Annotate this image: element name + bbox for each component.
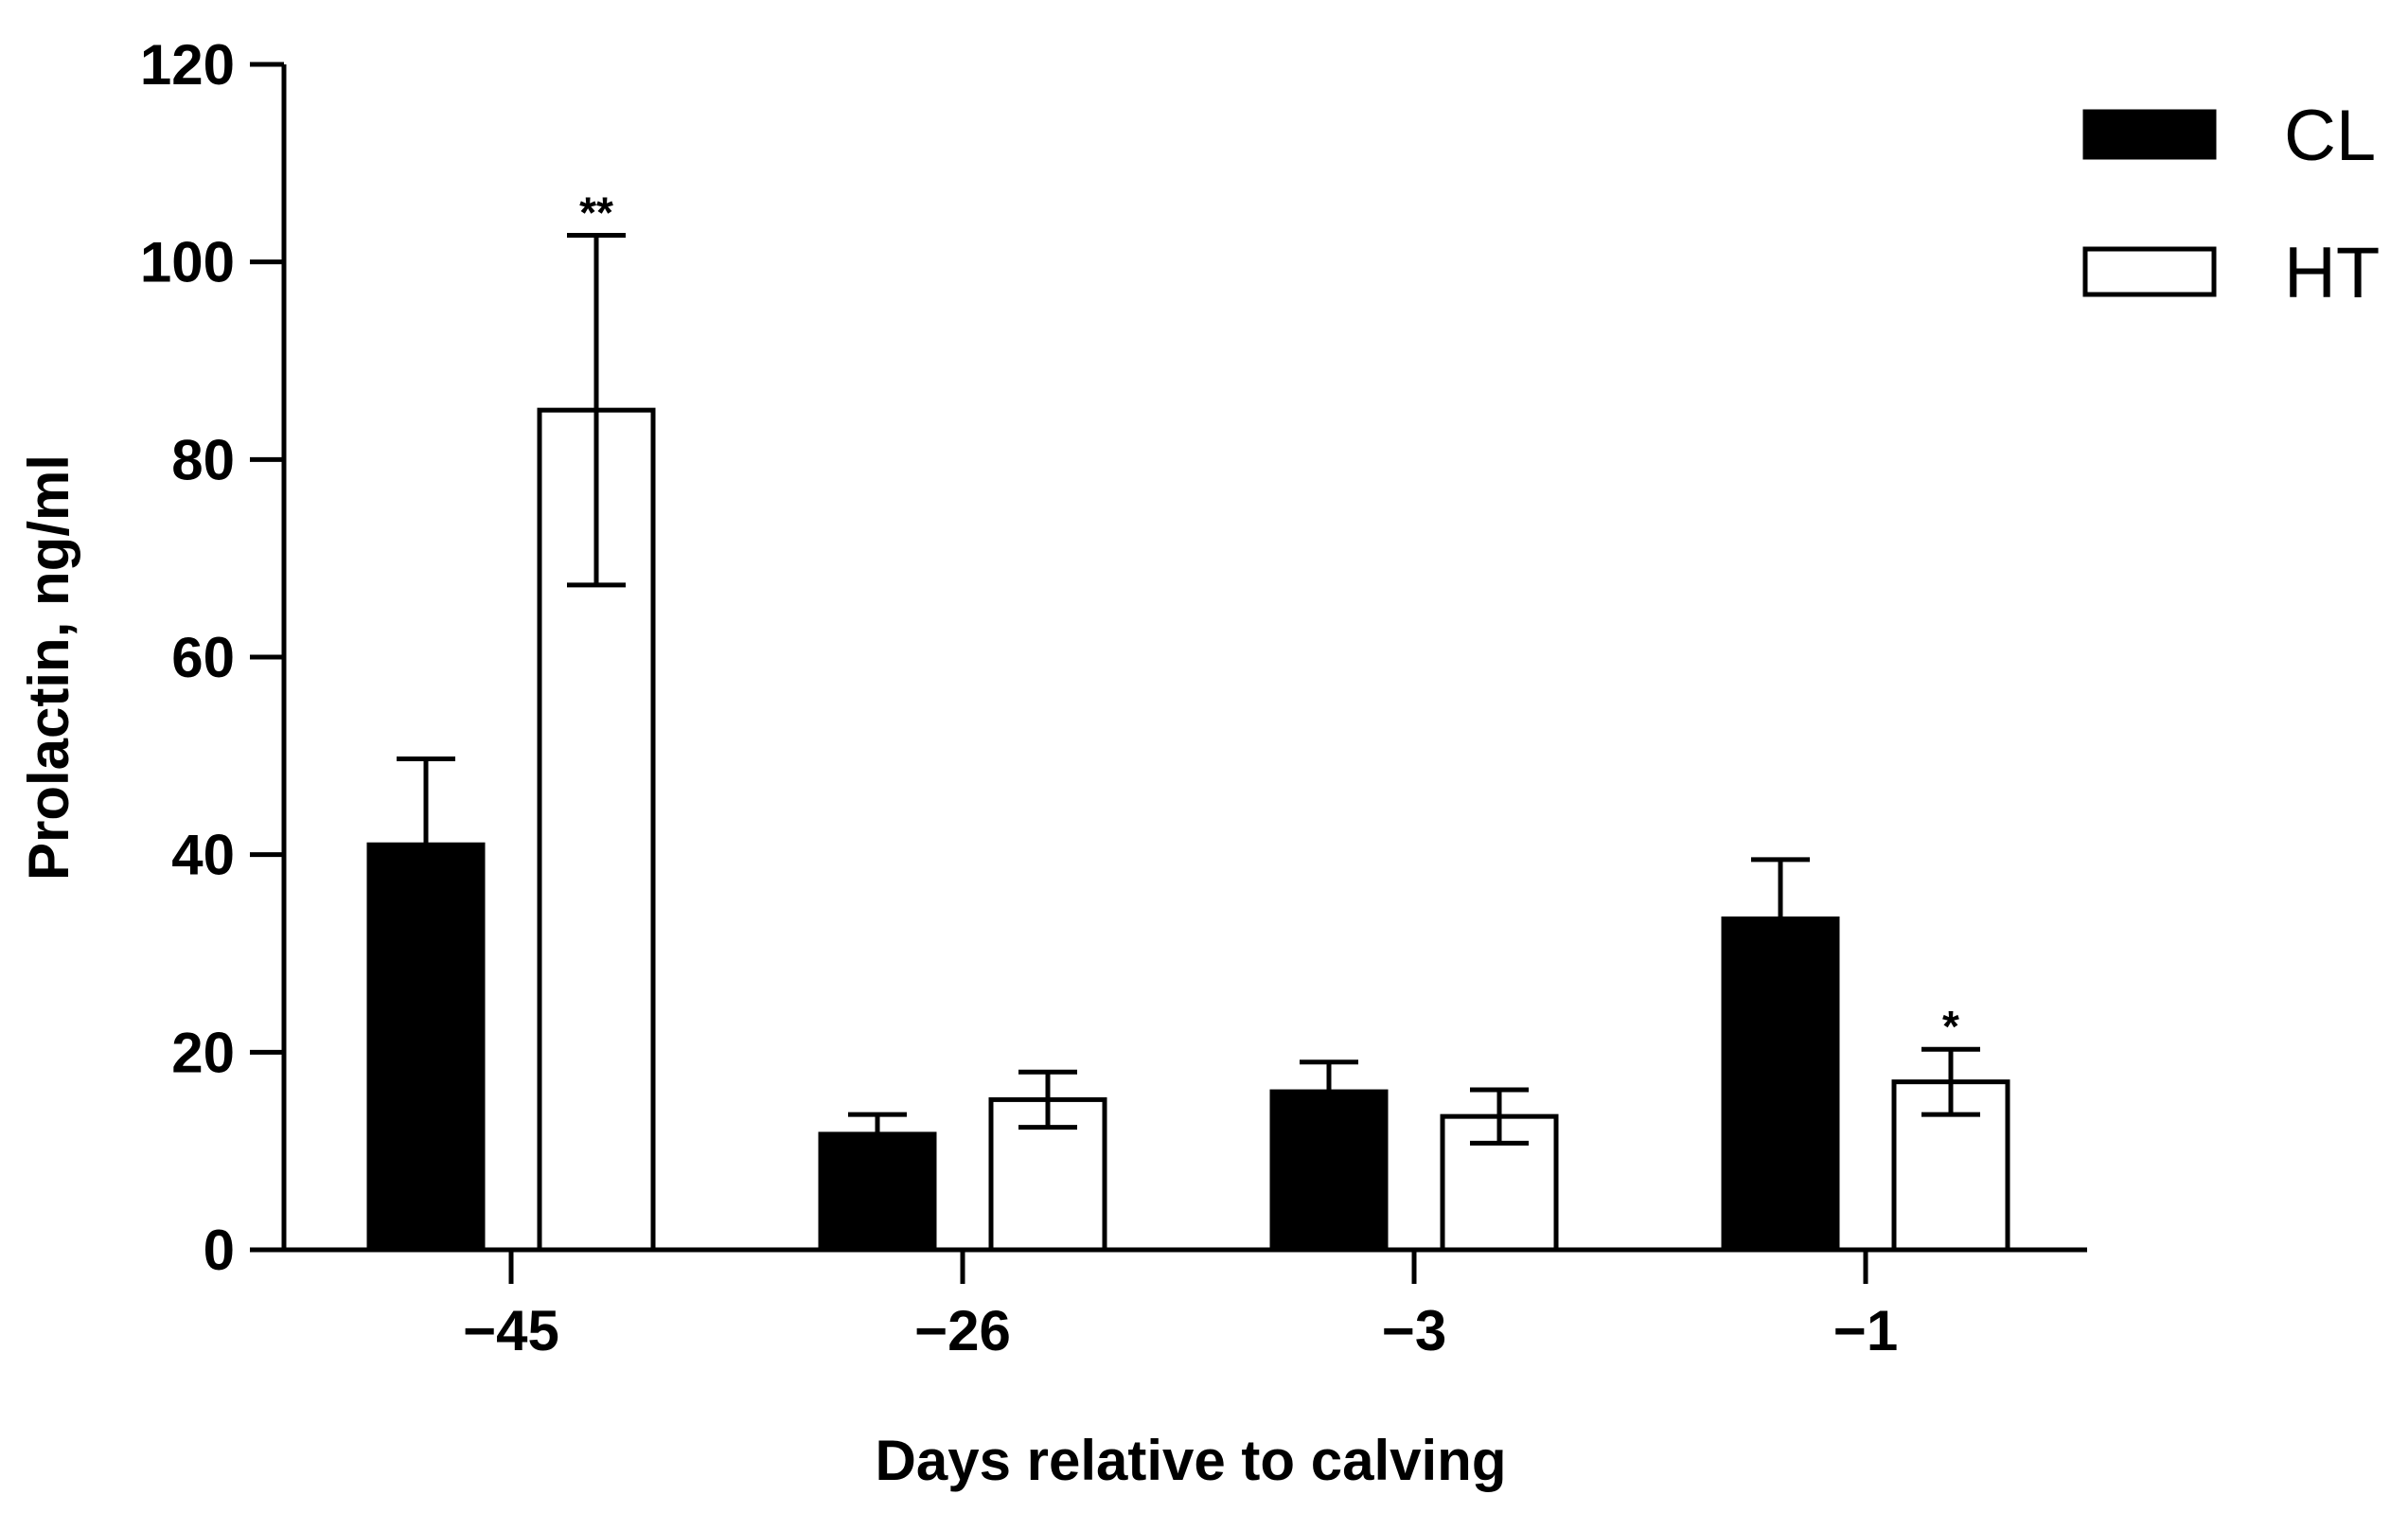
x-axis-title: Days relative to calving [876, 1429, 1507, 1492]
y-tick-label: 80 [171, 428, 235, 491]
y-axis-title: Prolactin, ng/ml [17, 454, 80, 881]
x-tick-label: −3 [1382, 1299, 1446, 1362]
bar-cl [1721, 916, 1840, 1253]
y-tick-label: 100 [140, 231, 235, 294]
y-tick-label: 40 [171, 824, 235, 887]
y-tick-label: 20 [171, 1021, 235, 1084]
y-tick-label: 60 [171, 626, 235, 689]
bar-cl [818, 1131, 937, 1253]
y-tick-label: 120 [140, 33, 235, 97]
significance-marker: ** [579, 187, 613, 237]
x-tick-label: −1 [1833, 1299, 1898, 1362]
bar-ht [988, 1096, 1107, 1253]
significance-marker: * [1942, 1002, 1959, 1051]
legend-swatch-cl [2082, 109, 2217, 160]
legend: CL HT [2082, 96, 2380, 313]
bar-ht [1891, 1079, 2010, 1253]
legend-label-ht: HT [2284, 233, 2380, 313]
y-tick-label: 0 [204, 1219, 235, 1282]
x-tick-label: −45 [463, 1299, 559, 1362]
legend-swatch-ht [2082, 246, 2217, 297]
legend-label-cl: CL [2284, 96, 2376, 176]
bar-ht [1440, 1113, 1559, 1253]
bar-ht [537, 407, 656, 1253]
bar-cl [366, 842, 486, 1253]
x-tick-label: −26 [914, 1299, 1011, 1362]
bar-cl [1269, 1089, 1389, 1253]
